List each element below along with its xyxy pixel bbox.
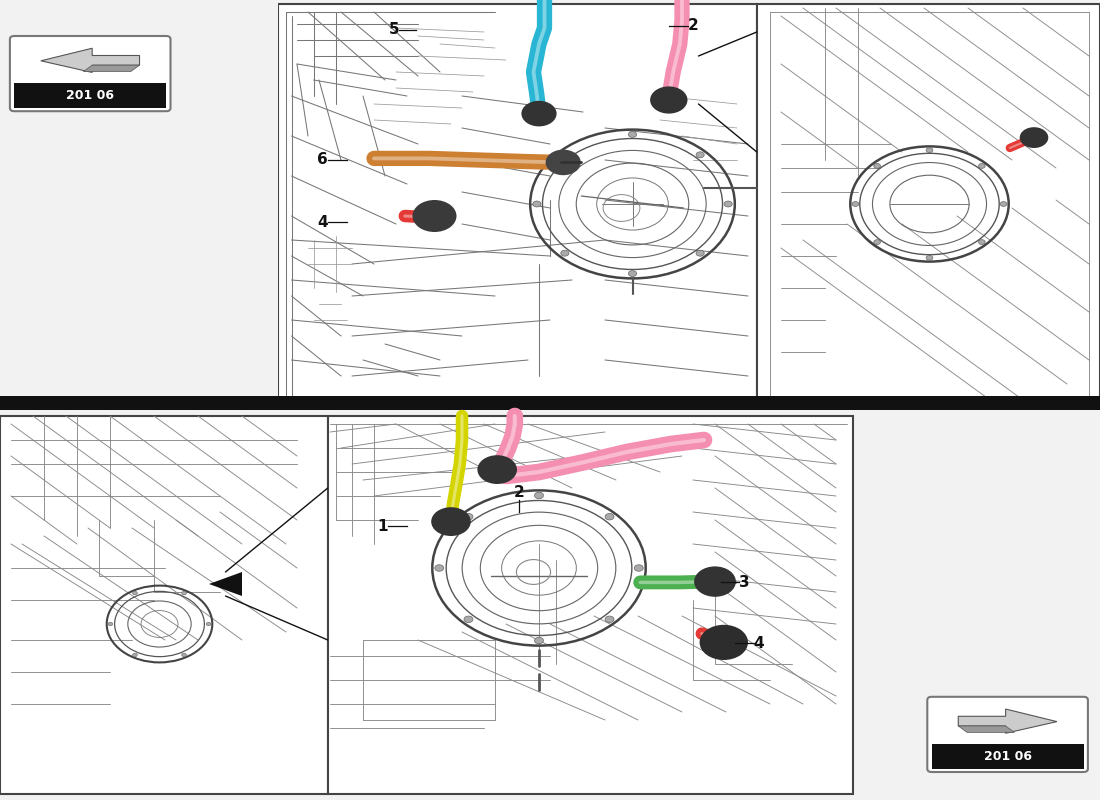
Circle shape xyxy=(696,250,704,256)
Circle shape xyxy=(561,152,569,158)
FancyBboxPatch shape xyxy=(10,36,170,111)
Bar xyxy=(0,416,328,794)
Bar xyxy=(852,410,1100,800)
Polygon shape xyxy=(209,572,242,596)
Circle shape xyxy=(182,653,186,657)
Circle shape xyxy=(561,250,569,256)
Circle shape xyxy=(650,86,688,114)
Text: 4: 4 xyxy=(754,636,764,650)
Circle shape xyxy=(605,514,614,520)
Circle shape xyxy=(182,591,186,595)
Bar xyxy=(278,4,757,398)
Circle shape xyxy=(535,638,543,644)
Circle shape xyxy=(133,591,138,595)
Circle shape xyxy=(926,148,933,153)
Circle shape xyxy=(206,622,211,626)
FancyBboxPatch shape xyxy=(927,697,1088,772)
Text: 6: 6 xyxy=(317,153,328,167)
Polygon shape xyxy=(41,48,140,73)
Text: 1: 1 xyxy=(377,519,388,534)
Bar xyxy=(0,396,1100,410)
Circle shape xyxy=(700,625,748,660)
Circle shape xyxy=(412,200,456,232)
Circle shape xyxy=(464,514,473,520)
Circle shape xyxy=(434,565,443,571)
Circle shape xyxy=(546,150,581,175)
Bar xyxy=(0,0,278,396)
Circle shape xyxy=(635,565,643,571)
Polygon shape xyxy=(958,709,1057,734)
Circle shape xyxy=(696,152,704,158)
Circle shape xyxy=(532,201,541,207)
Circle shape xyxy=(431,507,471,536)
Circle shape xyxy=(535,492,543,498)
Circle shape xyxy=(694,566,736,597)
Bar xyxy=(932,744,1084,769)
Circle shape xyxy=(1020,127,1048,148)
Bar xyxy=(757,4,1100,398)
Circle shape xyxy=(873,240,880,245)
Text: 201 06: 201 06 xyxy=(983,750,1032,763)
Circle shape xyxy=(521,101,557,126)
Circle shape xyxy=(628,131,637,138)
Circle shape xyxy=(605,616,614,622)
Bar xyxy=(14,83,166,108)
Circle shape xyxy=(1000,202,1006,206)
Text: 5: 5 xyxy=(388,22,399,37)
Circle shape xyxy=(477,455,517,484)
Text: 3: 3 xyxy=(739,575,750,590)
Text: 2: 2 xyxy=(514,485,525,500)
Circle shape xyxy=(464,616,473,622)
Circle shape xyxy=(979,240,986,245)
Text: 2: 2 xyxy=(688,18,698,33)
Circle shape xyxy=(133,653,138,657)
Circle shape xyxy=(852,202,859,206)
Circle shape xyxy=(724,201,733,207)
Text: 201 06: 201 06 xyxy=(66,89,114,102)
Circle shape xyxy=(873,163,880,168)
Circle shape xyxy=(926,255,933,260)
Circle shape xyxy=(979,163,986,168)
Polygon shape xyxy=(958,726,1014,732)
Text: 4: 4 xyxy=(317,215,328,230)
Polygon shape xyxy=(84,65,140,71)
Circle shape xyxy=(628,270,637,277)
Circle shape xyxy=(108,622,113,626)
Bar xyxy=(328,416,852,794)
